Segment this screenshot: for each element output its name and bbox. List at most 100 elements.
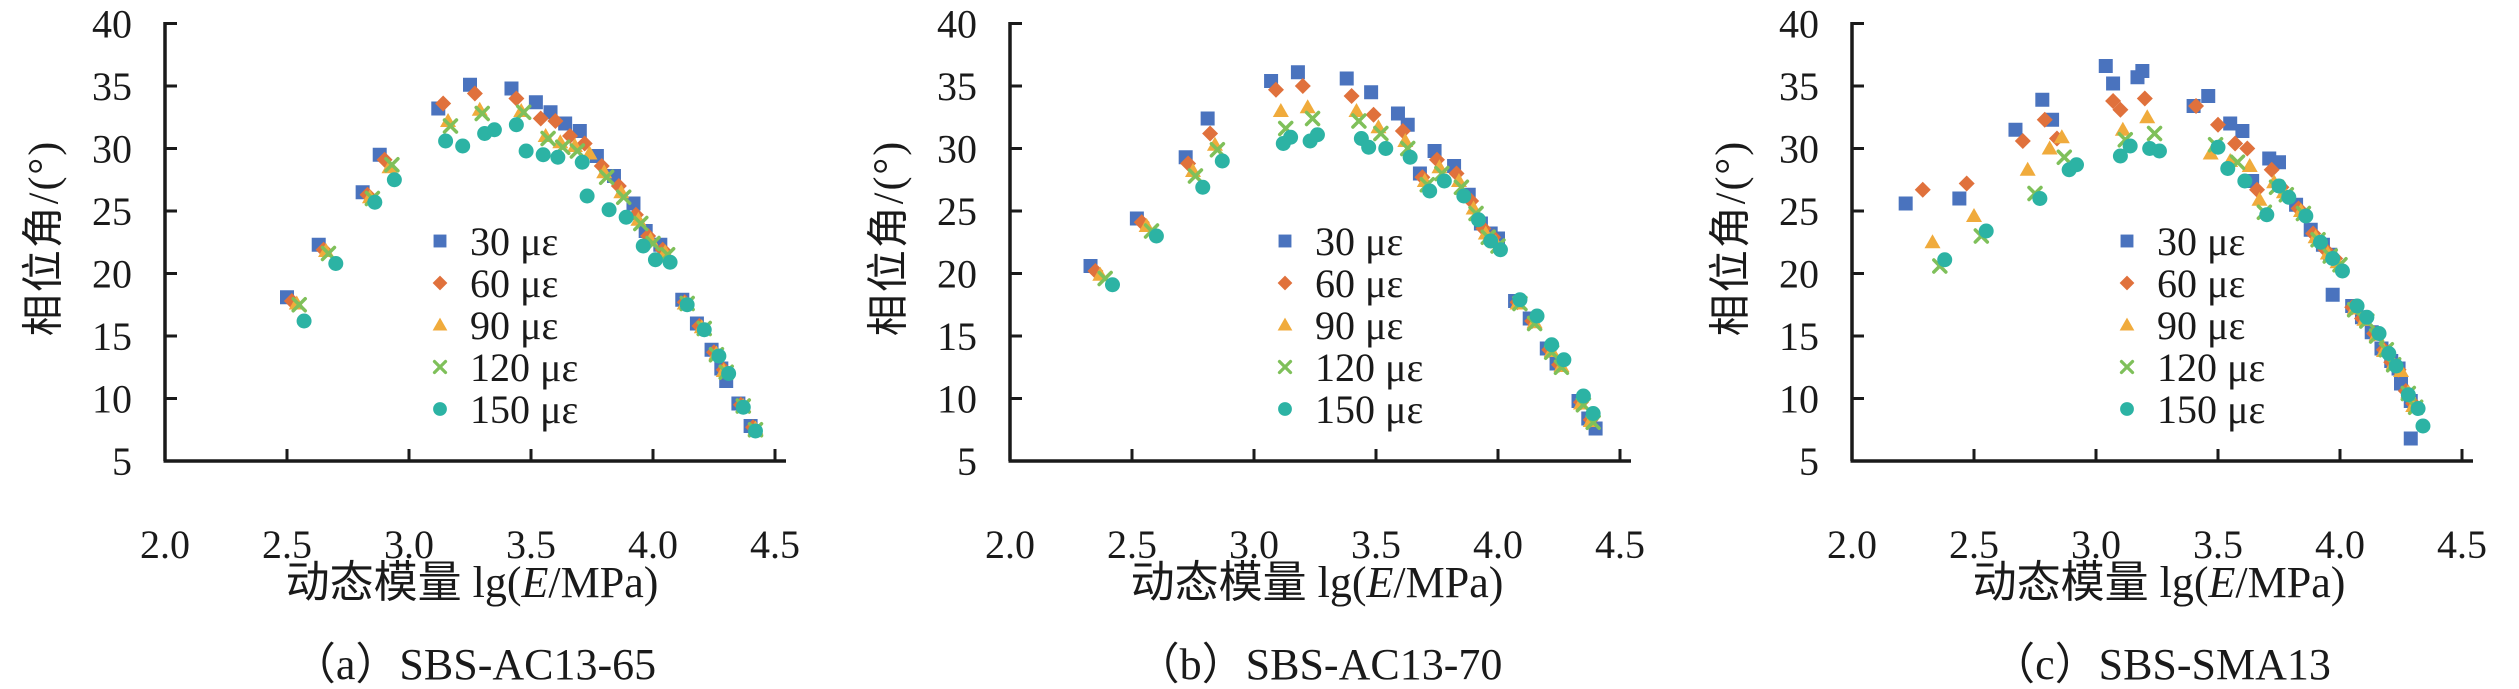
y-tick-label: 5: [112, 439, 132, 484]
panel-c: 相位角/(°) 2.0 2.5 3.0 3.5 4.0 4.5 5 10 15 20 25 30 35 4…: [1687, 0, 2519, 689]
y-tick-label: 15: [937, 314, 977, 359]
legend-label: 60 με: [470, 261, 558, 306]
axis-ticks: [1852, 22, 2464, 461]
y-tick-label: 15: [92, 314, 132, 359]
series-150-με: [296, 117, 763, 439]
x-axis-label-variable: E: [1366, 558, 1394, 607]
legend-label: 90 με: [2157, 303, 2245, 348]
x-tick-label: 4.0: [628, 522, 678, 567]
legend-label: 30 με: [470, 219, 558, 264]
y-tick-label: 20: [937, 252, 977, 297]
y-tick-label: 20: [92, 252, 132, 297]
legend-label: 30 με: [1315, 219, 1403, 264]
y-tick-labels: 5 10 15 20 25 30 35 40: [92, 2, 132, 485]
panel-b: 相位角/(°) 2.0 2.5 3.0 3.5 4.0 4.5 5 10 15 20 25 30 35 4…: [845, 0, 1677, 689]
legend-item-120-με: 120 με: [432, 345, 578, 390]
x-axis-label-prefix: 动态模量 lg(: [1130, 558, 1367, 607]
legend-label: 150 με: [2157, 387, 2265, 432]
axes: [1008, 22, 1631, 463]
y-tick-label: 35: [92, 64, 132, 109]
y-tick-label: 20: [1779, 252, 1819, 297]
y-tick-label: 15: [1779, 314, 1819, 359]
legend-label: 120 με: [470, 345, 578, 390]
legend-item-30-με: 30 με: [433, 219, 558, 264]
y-tick-label: 35: [1779, 64, 1819, 109]
legend-item-30-με: 30 με: [2120, 219, 2245, 264]
x-axis-label-prefix: 动态模量 lg(: [1972, 558, 2209, 607]
legend-label: 60 με: [2157, 261, 2245, 306]
y-tick-labels: 5 10 15 20 25 30 35 40: [1779, 2, 1819, 485]
y-tick-label: 25: [937, 189, 977, 234]
x-tick-label: 2.0: [985, 522, 1035, 567]
scatter-plot-a: 2.0 2.5 3.0 3.5 4.0 4.5 5 10 15 20 25 30 35 40 30 με60…: [92, 2, 800, 568]
legend-item-90-με: 90 με: [2119, 303, 2245, 348]
legend-item-90-με: 90 με: [1277, 303, 1403, 348]
x-tick-labels: 2.0 2.5 3.0 3.5 4.0 4.5: [985, 522, 1645, 567]
series-150-με: [1937, 138, 2431, 434]
x-tick-label: 3.0: [2071, 522, 2121, 567]
y-tick-label: 10: [937, 377, 977, 422]
legend-item-60-με: 60 με: [432, 261, 558, 306]
y-tick-label: 25: [92, 189, 132, 234]
legend-label: 150 με: [470, 387, 578, 432]
x-tick-labels: 2.0 2.5 3.0 3.5 4.0 4.5: [140, 522, 800, 567]
legend-label: 90 με: [470, 303, 558, 348]
x-tick-label: 2.5: [1107, 522, 1157, 567]
y-tick-label: 30: [1779, 127, 1819, 172]
legend-label: 150 με: [1315, 387, 1423, 432]
legend-item-150-με: 150 με: [1278, 387, 1423, 432]
legend-label: 30 με: [2157, 219, 2245, 264]
caption-b: （b）SBS-AC13-70: [1135, 640, 1503, 689]
y-tick-label: 10: [92, 377, 132, 422]
y-tick-label: 5: [1799, 439, 1819, 484]
y-tick-label: 40: [937, 2, 977, 47]
x-axis-label: 动态模量 lg(E/MPa): [1973, 546, 2346, 610]
axis-ticks: [1010, 22, 1622, 461]
x-tick-label: 2.5: [1949, 522, 1999, 567]
x-axis-label-suffix: /MPa): [1393, 558, 1504, 607]
legend-item-150-με: 150 με: [433, 387, 578, 432]
x-axis-label-variable: E: [521, 558, 549, 607]
x-tick-label: 3.5: [2193, 522, 2243, 567]
y-tick-label: 30: [92, 127, 132, 172]
legend-label: 120 με: [1315, 345, 1423, 390]
x-tick-label: 4.5: [750, 522, 800, 567]
legend-item-150-με: 150 με: [2120, 387, 2265, 432]
caption-a: （a）SBS-AC13-65: [291, 640, 657, 689]
x-tick-label: 2.0: [140, 522, 190, 567]
x-axis-label: 动态模量 lg(E/MPa): [286, 546, 659, 610]
y-tick-label: 40: [92, 2, 132, 47]
axes: [1850, 22, 2473, 463]
axes: [163, 22, 786, 463]
legend-item-90-με: 90 με: [432, 303, 558, 348]
y-tick-label: 40: [1779, 2, 1819, 47]
legend-item-120-με: 120 με: [2119, 345, 2265, 390]
x-axis-label-variable: E: [2208, 558, 2236, 607]
x-tick-label: 4.0: [2315, 522, 2365, 567]
y-tick-label: 25: [1779, 189, 1819, 234]
x-tick-label: 4.0: [1473, 522, 1523, 567]
scatter-plot-c: 2.0 2.5 3.0 3.5 4.0 4.5 5 10 15 20 25 30 35 40 30 με60…: [1779, 2, 2487, 568]
y-tick-label: 5: [957, 439, 977, 484]
x-axis-label: 动态模量 lg(E/MPa): [1131, 546, 1504, 610]
x-tick-label: 3.0: [1229, 522, 1279, 567]
legend-item-30-με: 30 με: [1278, 219, 1403, 264]
x-tick-label: 3.0: [384, 522, 434, 567]
x-tick-label: 2.0: [1827, 522, 1877, 567]
y-tick-label: 35: [937, 64, 977, 109]
x-tick-label: 4.5: [1595, 522, 1645, 567]
legend-label: 120 με: [2157, 345, 2265, 390]
x-tick-label: 3.5: [506, 522, 556, 567]
x-tick-label: 4.5: [2437, 522, 2487, 567]
x-tick-labels: 2.0 2.5 3.0 3.5 4.0 4.5: [1827, 522, 2487, 567]
x-tick-label: 3.5: [1351, 522, 1401, 567]
x-tick-label: 2.5: [262, 522, 312, 567]
panel-a: 相位角/(°) 2.0 2.5 3.0 3.5 4.0 4.5 5 10 15 20 25 30 35 4…: [0, 0, 832, 689]
y-tick-labels: 5 10 15 20 25 30 35 40: [937, 2, 977, 485]
x-axis-label-suffix: /MPa): [2235, 558, 2346, 607]
legend-item-60-με: 60 με: [1277, 261, 1403, 306]
x-axis-label-prefix: 动态模量 lg(: [285, 558, 522, 607]
